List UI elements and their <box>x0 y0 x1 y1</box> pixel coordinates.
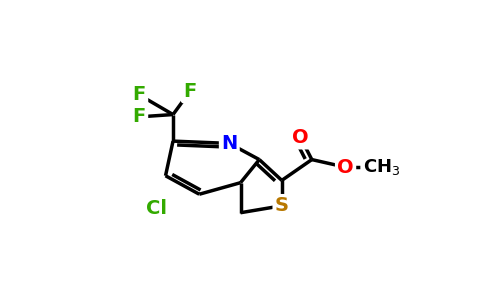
Text: N: N <box>221 134 238 153</box>
Text: S: S <box>275 196 289 215</box>
Text: O: O <box>337 158 354 177</box>
Text: Cl: Cl <box>146 199 166 218</box>
Text: CH$_3$: CH$_3$ <box>363 157 400 177</box>
Text: F: F <box>133 107 146 126</box>
Text: F: F <box>183 82 197 101</box>
Text: O: O <box>292 128 309 147</box>
Text: F: F <box>133 85 146 104</box>
